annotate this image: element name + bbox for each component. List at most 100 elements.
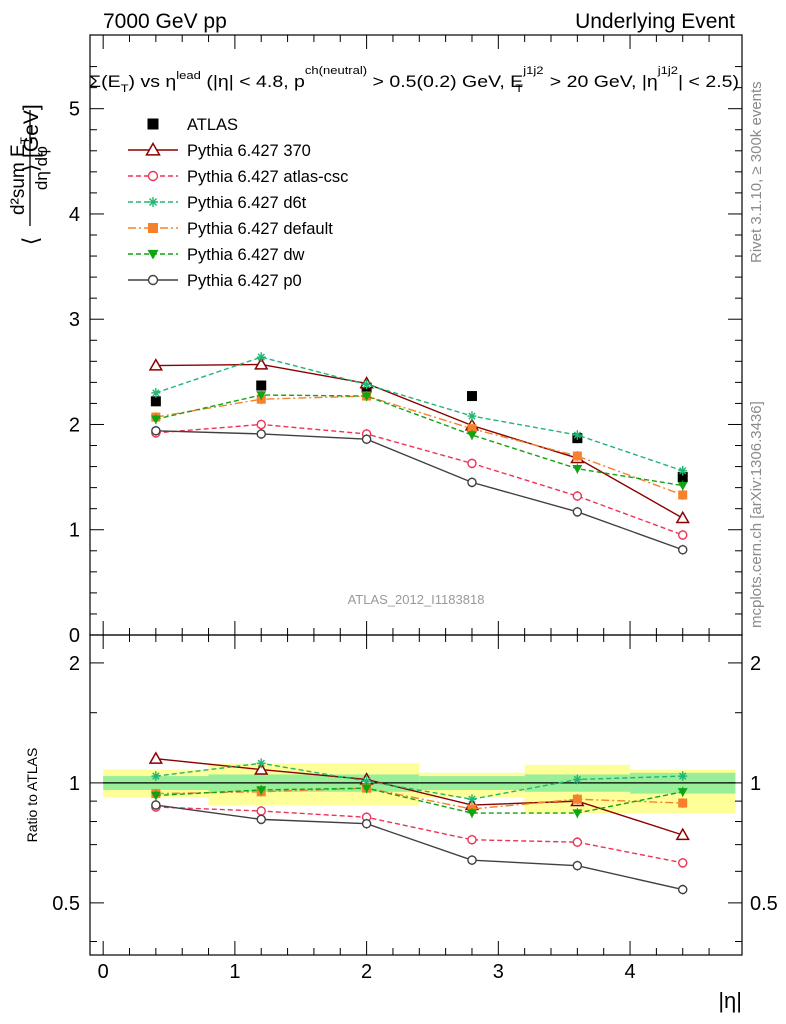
marker-square bbox=[678, 798, 688, 808]
legend-entry: Pythia 6.427 p0 bbox=[128, 272, 302, 290]
marker-square bbox=[147, 118, 159, 130]
marker-circle bbox=[151, 800, 161, 810]
y-tick-label: 2 bbox=[69, 414, 80, 436]
marker-circle bbox=[151, 426, 161, 436]
axes-frames: 0 1 2 3 4 5 0 1 2 3 4 0.5 0.5 1 1 2 2 bbox=[52, 34, 778, 983]
ylabel-denominator: dη dφ bbox=[32, 146, 51, 190]
marker-star-arm bbox=[573, 431, 582, 439]
ratio-y-tick-label-right: 1 bbox=[750, 773, 761, 795]
series-pythia-6-427-370 bbox=[148, 357, 690, 524]
series-pythia-6-427-p0 bbox=[151, 425, 688, 555]
marker-star-arm bbox=[362, 380, 371, 389]
y-tick-label: 0 bbox=[69, 625, 80, 647]
marker-square bbox=[150, 396, 161, 407]
marker-star-arm bbox=[679, 772, 687, 780]
legend-label: Pythia 6.427 370 bbox=[187, 142, 311, 160]
legend-label: Pythia 6.427 p0 bbox=[187, 272, 302, 290]
legend-entry: ATLAS bbox=[147, 116, 238, 134]
rivet-version-label: Rivet 3.1.10, ≥ 300k events bbox=[748, 81, 765, 263]
marker-square bbox=[466, 391, 477, 402]
marker-circle bbox=[256, 814, 266, 825]
marker-star-arm bbox=[257, 353, 265, 361]
ratio-line bbox=[155, 787, 683, 810]
series-line bbox=[155, 363, 684, 519]
legend-label: Pythia 6.427 d6t bbox=[187, 194, 307, 212]
ratio-line bbox=[155, 804, 683, 891]
marker-triangle-down bbox=[150, 791, 161, 801]
marker-star-arm bbox=[362, 777, 371, 785]
legend-entry: Pythia 6.427 dw bbox=[128, 246, 304, 264]
marker-circle bbox=[572, 491, 583, 501]
marker-circle bbox=[467, 855, 477, 865]
marker-circle bbox=[361, 818, 372, 829]
marker-star-arm bbox=[573, 775, 582, 784]
header-right: Underlying Event bbox=[575, 10, 735, 33]
marker-circle bbox=[147, 274, 159, 286]
y-tick-label: 1 bbox=[69, 520, 80, 542]
marker-triangle-down bbox=[150, 415, 161, 425]
legend-label: Pythia 6.427 default bbox=[187, 220, 333, 238]
series-pythia-6-427-d6t bbox=[151, 352, 688, 476]
marker-star-arm bbox=[148, 197, 158, 207]
marker-square bbox=[256, 380, 267, 391]
main-y-axis-label: ⟨ d²sum ET dη dφ ⟩ [GeV] bbox=[8, 104, 51, 245]
marker-triangle-down bbox=[256, 391, 267, 400]
marker-circle bbox=[677, 858, 688, 868]
ratio-y-tick-label-left: 0.5 bbox=[52, 893, 80, 915]
marker-circle bbox=[256, 429, 266, 439]
marker-triangle-down bbox=[677, 788, 688, 797]
marker-circle bbox=[572, 507, 583, 517]
marker-circle bbox=[572, 860, 583, 871]
ratio-line bbox=[155, 806, 683, 864]
marker-circle bbox=[256, 419, 266, 430]
ylabel-open-bracket: ⟨ bbox=[18, 237, 43, 246]
marker-star-arm bbox=[152, 772, 160, 780]
marker-circle bbox=[677, 884, 688, 895]
marker-triangle-down bbox=[467, 809, 477, 819]
marker-triangle bbox=[254, 762, 269, 775]
legend-label: Pythia 6.427 dw bbox=[187, 246, 304, 264]
ylabel-close-unit: ⟩ [GeV] bbox=[20, 104, 43, 172]
marker-triangle-down bbox=[147, 249, 159, 260]
marker-triangle-down bbox=[256, 786, 267, 795]
marker-circle bbox=[147, 170, 159, 182]
y-tick-label: 5 bbox=[69, 99, 80, 121]
marker-circle bbox=[572, 837, 583, 847]
marker-triangle bbox=[675, 510, 690, 524]
marker-square bbox=[467, 424, 477, 434]
marker-star-arm bbox=[468, 412, 476, 420]
series-line bbox=[155, 394, 683, 487]
ylabel-numerator: d²sum ET bbox=[8, 136, 32, 215]
ratio-y-axis-label: Ratio to ATLAS bbox=[24, 748, 40, 843]
x-tick-label: 4 bbox=[624, 961, 635, 983]
marker-triangle bbox=[148, 751, 164, 764]
analysis-watermark: ATLAS_2012_I1183818 bbox=[348, 592, 485, 607]
y-tick-label: 3 bbox=[69, 309, 80, 331]
marker-triangle bbox=[675, 827, 690, 841]
series-pythia-6-427-dw bbox=[150, 390, 688, 491]
legend-entry: Pythia 6.427 d6t bbox=[128, 194, 307, 212]
plot-title: Σ(E T) vs η lead (|η| < 4.8, pch(neutral) … bbox=[89, 65, 739, 95]
header-left: 7000 GeV pp bbox=[103, 10, 227, 33]
ratio-y-tick-label-right: 2 bbox=[750, 653, 761, 675]
series-line bbox=[155, 430, 683, 551]
marker-star-arm bbox=[679, 467, 687, 475]
marker-triangle bbox=[254, 357, 269, 370]
x-tick-label: 3 bbox=[493, 961, 504, 983]
ratio-y-tick-label-left: 1 bbox=[69, 773, 80, 795]
marker-triangle-down bbox=[572, 464, 583, 474]
marker-square bbox=[572, 451, 582, 461]
marker-triangle bbox=[145, 141, 161, 156]
ratio-panel-data bbox=[103, 751, 736, 895]
legend-entry: Pythia 6.427 atlas-csc bbox=[128, 168, 348, 186]
marker-circle bbox=[467, 835, 477, 845]
ratio-line bbox=[155, 762, 683, 800]
ratio-panel-frame bbox=[89, 634, 743, 956]
legend-label: Pythia 6.427 atlas-csc bbox=[187, 168, 348, 186]
marker-square bbox=[677, 472, 688, 483]
x-axis-label: |η| bbox=[718, 988, 742, 1013]
x-tick-label: 2 bbox=[361, 961, 372, 983]
marker-square bbox=[678, 490, 688, 500]
ratio-line bbox=[155, 758, 683, 836]
